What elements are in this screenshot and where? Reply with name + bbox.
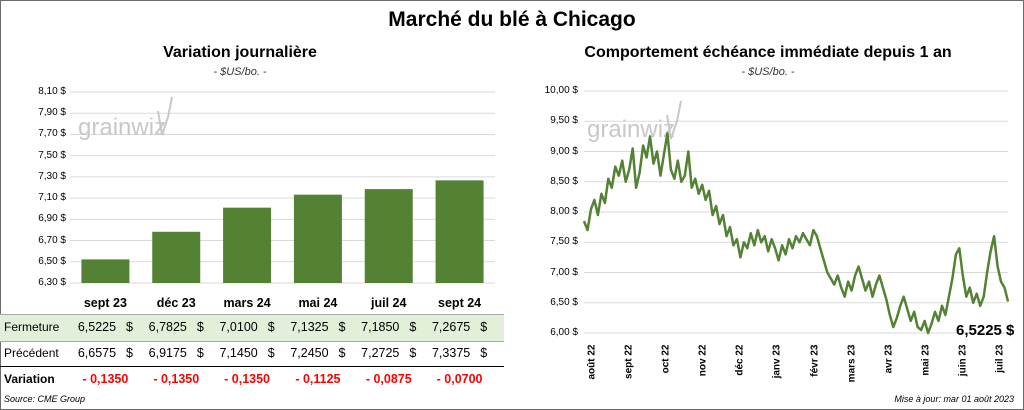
table-cell: - 0,1350 xyxy=(224,372,271,386)
line-xtick-label: août 22 xyxy=(586,344,598,380)
table-cell: 7,3375 $ xyxy=(431,346,488,360)
bar-juil-24 xyxy=(364,189,413,283)
line-ytick-label: 10,00 $ xyxy=(544,85,578,96)
line-xtick-label: déc 22 xyxy=(734,344,746,376)
line-ytick-label: 9,00 $ xyxy=(550,145,578,157)
table-cell: - 0,0700 xyxy=(436,372,483,386)
table-cell: 7,2675 $ xyxy=(431,320,488,334)
left-panel-subtitle: - $US/bo. - xyxy=(213,66,267,78)
update-note: Mise à jour: mar 01 août 2023 xyxy=(894,394,1014,404)
line-ytick-label: 7,00 $ xyxy=(550,266,578,278)
table-row-label: Précédent xyxy=(4,346,59,360)
table-cell: 6,7825 $ xyxy=(148,320,204,334)
table-cell: 7,1325 $ xyxy=(290,320,346,334)
line-xtick-label: janv 23 xyxy=(771,344,783,379)
line-xtick-label: sept 22 xyxy=(623,344,635,379)
bar-category-label: sept 24 xyxy=(438,296,482,310)
bar-ytick-label: 7,10 $ xyxy=(38,192,66,204)
bar-sept-24 xyxy=(435,180,484,283)
bar-category-label: mai 24 xyxy=(298,296,338,310)
bar-category-label: juil 24 xyxy=(371,296,407,310)
line-ytick-label: 8,50 $ xyxy=(550,175,578,187)
bar-ytick-label: 7,70 $ xyxy=(38,128,66,140)
table-cell: - 0,1350 xyxy=(82,372,129,386)
table-cell: 6,9175 $ xyxy=(148,346,204,360)
table-cell: - 0,1350 xyxy=(153,372,200,386)
table-cell: - 0,1125 xyxy=(295,372,341,386)
line-ytick-label: 6,00 $ xyxy=(550,327,578,338)
bar-ytick-label: 6,50 $ xyxy=(38,255,66,267)
line-ytick-label: 7,50 $ xyxy=(550,236,578,248)
watermark-text-right: grainwiz xyxy=(587,116,675,143)
table-cell: 7,1450 $ xyxy=(219,346,275,360)
line-ytick-label: 6,50 $ xyxy=(550,296,578,308)
line-xtick-label: oct 22 xyxy=(660,344,672,374)
bar-déc-23 xyxy=(152,231,201,283)
line-xtick-label: févr 23 xyxy=(809,344,821,377)
bar-mars-24 xyxy=(223,207,272,283)
bar-mai-24 xyxy=(293,194,342,283)
fermeture-row-bg xyxy=(0,314,504,342)
table-cell: 7,2450 $ xyxy=(290,346,346,360)
table-row-label: Fermeture xyxy=(4,320,60,334)
table-cell: 7,0100 $ xyxy=(219,320,275,334)
line-xtick-label: avr 23 xyxy=(883,344,895,374)
left-watermark: grainwiz xyxy=(78,96,173,141)
bar-category-label: mars 24 xyxy=(223,296,271,310)
bar-sept-23 xyxy=(81,259,130,283)
watermark-text: grainwiz xyxy=(78,114,166,141)
line-xtick-label: nov 22 xyxy=(697,344,709,377)
table-cell: 6,6575 $ xyxy=(77,346,133,360)
table-divider xyxy=(0,366,504,367)
bar-ytick-label: 7,90 $ xyxy=(38,107,66,119)
table-cell: - 0,0875 xyxy=(365,372,412,386)
table-row-label: Variation xyxy=(4,372,55,386)
bar-ytick-label: 8,10 $ xyxy=(38,86,66,97)
main-title: Marché du blé à Chicago xyxy=(388,8,636,31)
bar-category-label: sept 23 xyxy=(83,296,127,310)
price-line xyxy=(582,132,1010,335)
bar-ytick-label: 7,30 $ xyxy=(38,170,66,182)
table-cell: 7,1850 $ xyxy=(361,320,417,334)
line-ytick-label: 8,00 $ xyxy=(550,206,578,217)
table-cell: 6,5225 $ xyxy=(77,320,133,334)
line-xtick-label: mars 23 xyxy=(846,344,858,383)
bar-ytick-label: 7,50 $ xyxy=(38,149,66,161)
line-ytick-label: 9,50 $ xyxy=(550,115,578,127)
source-note: Source: CME Group xyxy=(4,394,86,404)
bar-category-label: déc 23 xyxy=(156,296,196,310)
bar-chart: grainwiz xyxy=(70,91,495,284)
bar-ytick-label: 6,30 $ xyxy=(38,277,66,288)
right-panel-title: Comportement échéance immédiate depuis 1… xyxy=(584,44,952,61)
left-panel-title: Variation journalière xyxy=(163,44,317,61)
right-panel-subtitle: - $US/bo. - xyxy=(741,66,795,78)
bar-ytick-label: 6,90 $ xyxy=(38,213,66,225)
right-watermark: grainwiz xyxy=(587,100,682,143)
bar-ytick-label: 6,70 $ xyxy=(38,234,66,246)
table-cell: 7,2725 $ xyxy=(361,346,417,360)
last-value-label: 6,5225 $ xyxy=(956,322,1015,339)
